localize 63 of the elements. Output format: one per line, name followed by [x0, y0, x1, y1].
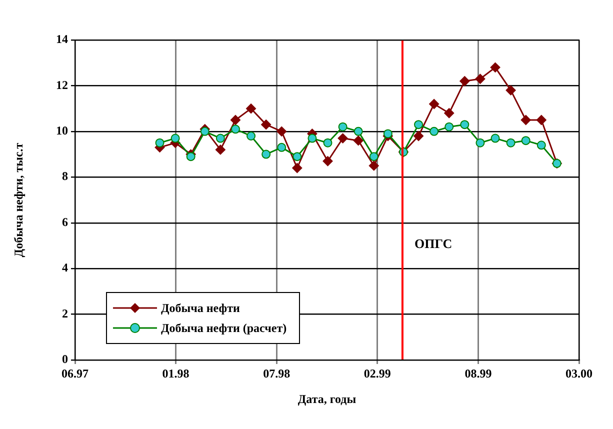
- x-tick-label: 02.99: [364, 366, 391, 380]
- point: [536, 115, 546, 125]
- point: [338, 133, 348, 144]
- point: [444, 108, 454, 118]
- x-tick-label: 06.97: [62, 366, 88, 380]
- point: [353, 136, 364, 146]
- point: [216, 134, 225, 143]
- point: [460, 120, 470, 130]
- point: [246, 132, 256, 140]
- point: [490, 134, 500, 143]
- x-tick-label: 01.98: [162, 366, 190, 380]
- y-tick-label: 14: [56, 32, 68, 46]
- point: [215, 144, 226, 155]
- x-tick-label: 03.00: [566, 366, 592, 380]
- point: [292, 163, 302, 173]
- point: [276, 126, 287, 136]
- y-tick-label: 2: [62, 306, 68, 320]
- point: [490, 62, 500, 72]
- point: [476, 138, 485, 148]
- point: [277, 142, 286, 152]
- point: [429, 99, 440, 109]
- point: [414, 131, 424, 141]
- point: [506, 85, 516, 96]
- point: [230, 115, 240, 125]
- point: [261, 120, 272, 130]
- point: [369, 152, 378, 162]
- y-tick-label: 0: [62, 352, 68, 366]
- point: [414, 120, 424, 130]
- legend-label: Добыча нефти (расчет): [161, 320, 287, 337]
- legend-label: Добыча нефти: [161, 300, 240, 317]
- point: [200, 126, 210, 136]
- point: [186, 152, 196, 162]
- point: [155, 138, 164, 148]
- point: [354, 126, 363, 136]
- y-axis-title: Добыча нефти, тыс.т: [11, 142, 26, 258]
- y-tick-label: 12: [56, 78, 68, 92]
- point: [170, 134, 180, 143]
- point: [308, 134, 317, 143]
- point: [322, 156, 333, 166]
- point: [292, 152, 302, 162]
- point: [460, 76, 470, 86]
- point: [444, 122, 454, 132]
- point: [230, 124, 240, 134]
- point: [262, 150, 271, 159]
- point: [430, 126, 439, 136]
- point: [520, 115, 531, 125]
- x-tick-label: 08.99: [464, 366, 492, 380]
- point: [323, 138, 332, 148]
- point: [338, 122, 348, 132]
- y-tick-label: 6: [62, 214, 68, 229]
- point: [536, 140, 546, 150]
- y-tick-label: 4: [62, 260, 68, 275]
- x-tick-label: 07.98: [263, 366, 290, 380]
- point: [246, 104, 256, 114]
- point: [368, 160, 379, 171]
- x-axis-title: Дата, годы: [298, 392, 357, 406]
- point: [521, 136, 530, 146]
- y-tick-label: 10: [56, 124, 68, 138]
- ref-line-label: ОПГС: [414, 236, 452, 252]
- point: [506, 138, 516, 148]
- point: [383, 129, 392, 138]
- point: [475, 74, 486, 84]
- y-tick-label: 8: [62, 169, 68, 184]
